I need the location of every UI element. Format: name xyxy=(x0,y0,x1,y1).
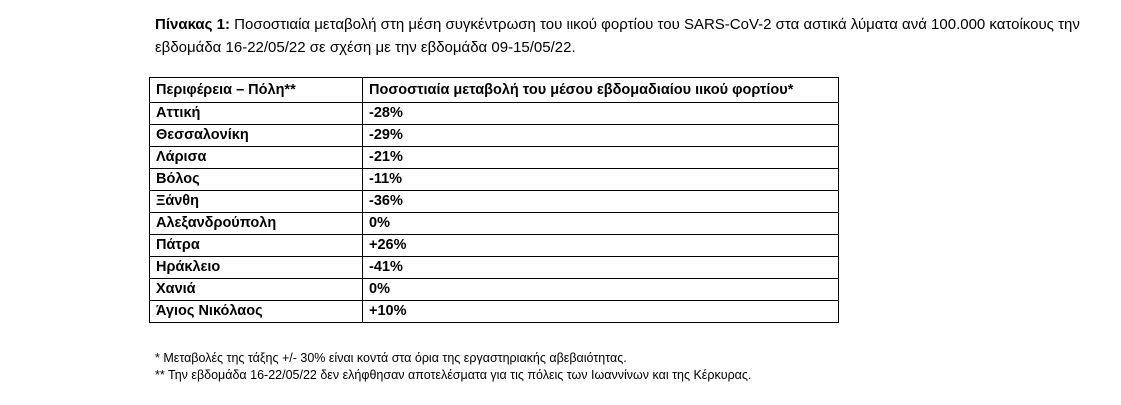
change-cell: -11% xyxy=(362,168,839,191)
footnote-uncertainty: * Μεταβολές της τάξης +/- 30% είναι κοντ… xyxy=(155,351,627,365)
table-row: Αττική -28% xyxy=(149,102,839,125)
city-cell: Άγιος Νικόλαος xyxy=(149,300,363,323)
table-row: Πάτρα +26% xyxy=(149,234,839,257)
city-cell: Αττική xyxy=(149,102,363,125)
table-row: Βόλος -11% xyxy=(149,168,839,191)
caption-label: Πίνακας 1: xyxy=(155,16,230,33)
city-cell: Ηράκλειο xyxy=(149,256,363,279)
change-cell: -21% xyxy=(362,146,839,169)
table-header-row: Περιφέρεια – Πόλη** Ποσοστιαία μεταβολή … xyxy=(149,77,839,103)
caption-text: Ποσοστιαία μεταβολή στη μέση συγκέντρωση… xyxy=(155,16,1080,56)
table-row: Αλεξανδρούπολη 0% xyxy=(149,212,839,235)
city-cell: Λάρισα xyxy=(149,146,363,169)
table-row: Άγιος Νικόλαος +10% xyxy=(149,300,839,323)
column-header-change: Ποσοστιαία μεταβολή του μέσου εβδομαδιαί… xyxy=(362,77,839,103)
change-cell: -36% xyxy=(362,190,839,213)
table-row: Θεσσαλονίκη -29% xyxy=(149,124,839,147)
change-cell: 0% xyxy=(362,212,839,235)
city-cell: Ξάνθη xyxy=(149,190,363,213)
table-row: Ξάνθη -36% xyxy=(149,190,839,213)
change-cell: -28% xyxy=(362,102,839,125)
change-cell: 0% xyxy=(362,278,839,301)
footnote-missing-cities: ** Την εβδομάδα 16-22/05/22 δεν ελήφθησα… xyxy=(155,368,752,382)
table-row: Λάρισα -21% xyxy=(149,146,839,169)
city-cell: Βόλος xyxy=(149,168,363,191)
change-cell: +10% xyxy=(362,300,839,323)
footnotes: * Μεταβολές της τάξης +/- 30% είναι κοντ… xyxy=(155,350,751,384)
city-cell: Χανιά xyxy=(149,278,363,301)
change-cell: -29% xyxy=(362,124,839,147)
city-cell: Αλεξανδρούπολη xyxy=(149,212,363,235)
change-cell: +26% xyxy=(362,234,839,257)
table-row: Χανιά 0% xyxy=(149,278,839,301)
city-cell: Θεσσαλονίκη xyxy=(149,124,363,147)
change-cell: -41% xyxy=(362,256,839,279)
table-row: Ηράκλειο -41% xyxy=(149,256,839,279)
column-header-city: Περιφέρεια – Πόλη** xyxy=(149,77,363,103)
city-cell: Πάτρα xyxy=(149,234,363,257)
change-table: Περιφέρεια – Πόλη** Ποσοστιαία μεταβολή … xyxy=(149,77,839,323)
table-caption: Πίνακας 1: Ποσοστιαία μεταβολή στη μέση … xyxy=(155,13,1095,59)
